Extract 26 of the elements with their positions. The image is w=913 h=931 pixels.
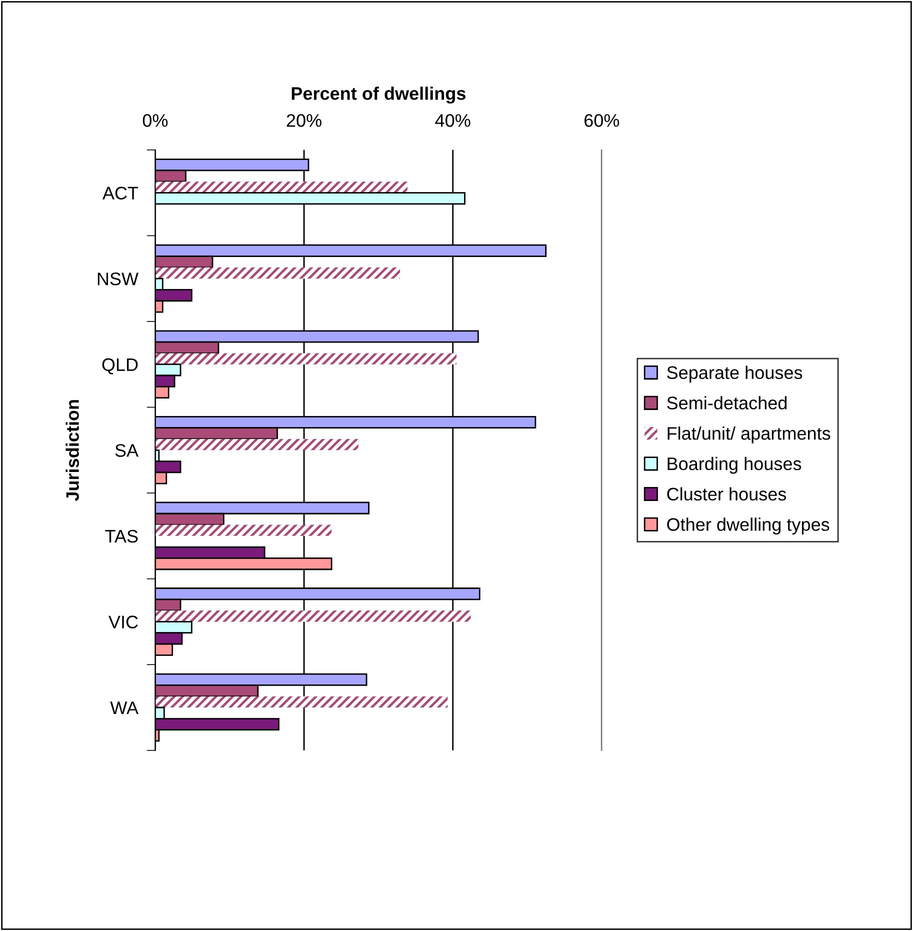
y-tick-label: WA xyxy=(110,702,139,714)
bar xyxy=(155,438,358,450)
x-tick-label: 40% xyxy=(435,114,470,127)
x-tick-label: 0% xyxy=(142,114,168,127)
bar xyxy=(155,182,408,193)
y-tick-label: VIC xyxy=(108,616,138,628)
y-tick-label: ACT xyxy=(102,186,138,200)
legend-label: Other dwelling types xyxy=(667,518,830,534)
bar xyxy=(155,524,332,536)
legend-label: Cluster houses xyxy=(667,487,786,501)
bar xyxy=(155,610,471,622)
y-tick-label: NSW xyxy=(98,272,138,286)
y-axis-title: Jurisdiction xyxy=(66,400,79,502)
legend-label: Boarding houses xyxy=(668,456,802,474)
x-axis-title: Percent of dwellings xyxy=(292,86,466,104)
legend-label: Flat/unit/ apartments xyxy=(668,426,830,444)
bar xyxy=(155,696,448,708)
bar xyxy=(155,353,457,364)
legend-label: Semi-detached xyxy=(667,396,787,410)
legend-label: Separate houses xyxy=(667,366,802,383)
y-tick-label: SA xyxy=(115,444,139,457)
bar xyxy=(155,267,400,279)
x-tick-label: 20% xyxy=(286,114,322,127)
x-tick-label: 60% xyxy=(584,114,620,127)
y-tick-label: QLD xyxy=(102,358,138,374)
y-tick-label: TAS xyxy=(105,530,138,543)
